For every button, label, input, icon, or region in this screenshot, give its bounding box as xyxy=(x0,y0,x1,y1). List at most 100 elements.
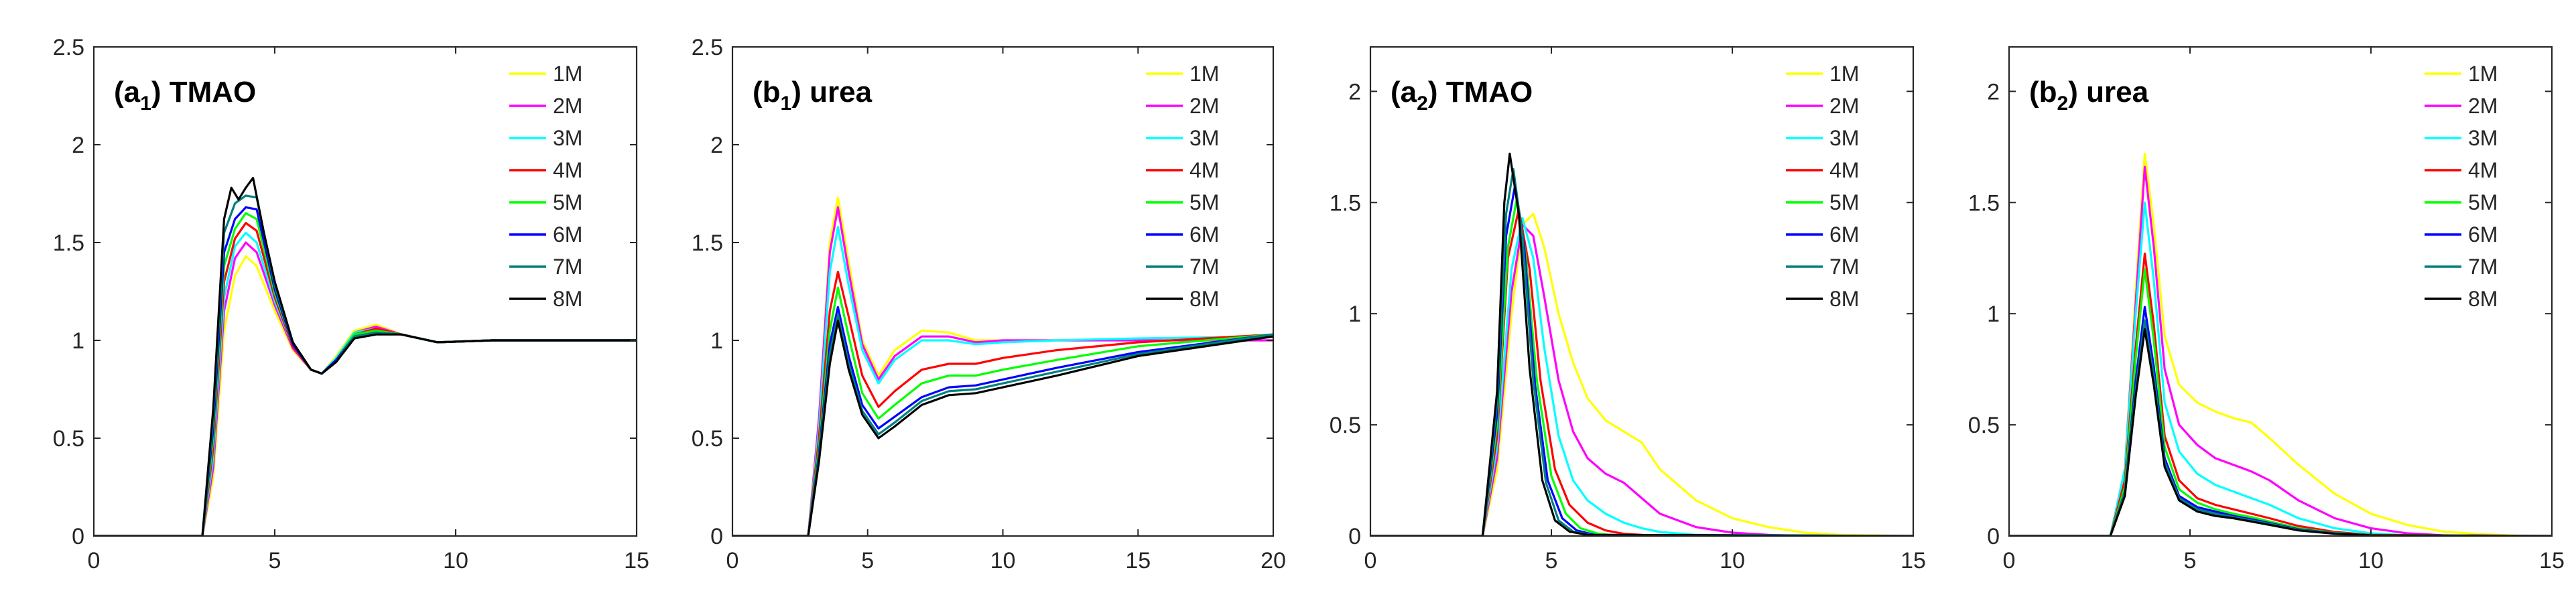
y-tick-label: 2.5 xyxy=(53,35,84,60)
legend-label-1M: 1M xyxy=(553,62,582,86)
series-line-3M xyxy=(732,226,1273,536)
y-tick-label: 1.5 xyxy=(1968,190,2000,216)
legend-label-3M: 3M xyxy=(2468,126,2498,150)
series-lines xyxy=(94,177,637,536)
legend-label-4M: 4M xyxy=(1829,158,1859,182)
y-tick-label: 0 xyxy=(1348,524,1361,549)
legend-label-3M: 3M xyxy=(1189,126,1219,150)
legend-label-5M: 5M xyxy=(2468,190,2498,214)
axes-frame xyxy=(2008,46,2553,537)
series-line-8M xyxy=(94,177,637,536)
legend-label-6M: 6M xyxy=(1829,222,1859,247)
legend-label-8M: 8M xyxy=(553,287,582,311)
y-tick-label: 1.5 xyxy=(692,230,723,256)
y-tick-label: 0.5 xyxy=(1968,413,2000,438)
chart-panel-3: 0 5 10 15 0 0.5 1 1.5 2 (b2) urea 1M 2M 3M 4M 5M 6M 7M 8M xyxy=(1968,46,2565,574)
y-tick-label: 0 xyxy=(1987,524,2000,549)
x-tick-label: 5 xyxy=(861,548,874,574)
x-tick-label: 5 xyxy=(2184,548,2197,574)
legend-label-4M: 4M xyxy=(2468,158,2498,182)
y-tick-label: 0 xyxy=(72,524,84,549)
panel-title: (b2) urea xyxy=(2029,76,2149,115)
legend-label-7M: 7M xyxy=(2468,255,2498,279)
y-tick-label: 1 xyxy=(72,328,84,354)
series-line-8M xyxy=(732,320,1273,536)
legend-label-2M: 2M xyxy=(1829,94,1859,118)
legend-label-7M: 7M xyxy=(553,255,582,279)
legend-label-7M: 7M xyxy=(1829,255,1859,279)
legend: 1M 2M 3M 4M 5M 6M 7M 8M xyxy=(509,62,582,311)
legend-label-4M: 4M xyxy=(553,158,582,182)
legend-label-6M: 6M xyxy=(1189,222,1219,247)
series-line-1M xyxy=(1370,212,1913,536)
x-tick-label: 15 xyxy=(624,548,649,574)
legend-label-5M: 5M xyxy=(553,190,582,214)
axes-frame xyxy=(92,46,638,537)
legend-label-3M: 3M xyxy=(553,126,582,150)
panel-title: (a2) TMAO xyxy=(1391,76,1533,115)
y-tick-label: 0.5 xyxy=(53,426,84,452)
legend-label-1M: 1M xyxy=(2468,62,2498,86)
y-tick-label: 2 xyxy=(710,133,723,158)
legend-label-1M: 1M xyxy=(1189,62,1219,86)
panel-title: (b1) urea xyxy=(753,76,873,115)
x-tick-label: 0 xyxy=(1364,548,1377,574)
x-tick-label: 10 xyxy=(2358,548,2384,574)
series-line-3M xyxy=(1370,216,1913,536)
x-tick-label: 10 xyxy=(990,548,1016,574)
axes-frame xyxy=(1369,46,1915,537)
legend-label-8M: 8M xyxy=(1189,287,1219,311)
chart-panel-2: 0 5 10 15 0 0.5 1 1.5 2 (a2) TMAO 1M 2M 3M 4M 5M 6M 7M 8M xyxy=(1330,46,1926,574)
y-tick-label: 1.5 xyxy=(1330,190,1361,216)
series-lines xyxy=(2009,152,2552,536)
series-line-6M xyxy=(2009,306,2552,536)
legend-label-6M: 6M xyxy=(553,222,582,247)
series-lines xyxy=(732,196,1273,536)
panel-title: (a1) TMAO xyxy=(114,76,256,115)
legend: 1M 2M 3M 4M 5M 6M 7M 8M xyxy=(2425,62,2498,311)
y-tick-label: 2 xyxy=(1348,79,1361,105)
x-tick-label: 15 xyxy=(2539,548,2565,574)
x-tick-label: 20 xyxy=(1261,548,1286,574)
legend-label-2M: 2M xyxy=(2468,94,2498,118)
chart-panel-1: 0 5 10 15 20 0 0.5 1 1.5 2 2.5 (b1) urea 1M 2M 3M 4M 5M 6… xyxy=(692,35,1286,574)
series-line-7M xyxy=(94,194,637,536)
y-tick-label: 1 xyxy=(1987,302,2000,327)
series-lines xyxy=(1370,152,1913,536)
legend-label-2M: 2M xyxy=(1189,94,1219,118)
x-tick-label: 10 xyxy=(1720,548,1745,574)
legend-label-3M: 3M xyxy=(1829,126,1859,150)
x-tick-label: 5 xyxy=(269,548,281,574)
x-tick-label: 10 xyxy=(443,548,468,574)
y-tick-label: 2 xyxy=(1987,79,2000,105)
x-tick-label: 15 xyxy=(1125,548,1151,574)
legend-label-5M: 5M xyxy=(1829,190,1859,214)
y-tick-label: 0.5 xyxy=(1330,413,1361,438)
series-line-8M xyxy=(2009,328,2552,536)
x-tick-label: 5 xyxy=(1545,548,1558,574)
y-tick-label: 1 xyxy=(1348,302,1361,327)
series-line-5M xyxy=(1370,197,1913,536)
y-tick-label: 0 xyxy=(710,524,723,549)
legend-label-5M: 5M xyxy=(1189,190,1219,214)
y-tick-label: 2 xyxy=(72,133,84,158)
x-tick-label: 0 xyxy=(88,548,101,574)
legend-label-1M: 1M xyxy=(1829,62,1859,86)
series-line-4M xyxy=(732,271,1273,536)
series-line-3M xyxy=(2009,201,2552,536)
legend: 1M 2M 3M 4M 5M 6M 7M 8M xyxy=(1146,62,1219,311)
legend-label-6M: 6M xyxy=(2468,222,2498,247)
legend-label-4M: 4M xyxy=(1189,158,1219,182)
y-tick-label: 1 xyxy=(710,328,723,354)
legend: 1M 2M 3M 4M 5M 6M 7M 8M xyxy=(1786,62,1859,311)
y-tick-label: 1.5 xyxy=(53,230,84,256)
x-tick-label: 15 xyxy=(1901,548,1926,574)
legend-label-2M: 2M xyxy=(553,94,582,118)
legend-label-8M: 8M xyxy=(2468,287,2498,311)
chart-panel-0: 0 5 10 15 0 0.5 1 1.5 2 2.5 (a1) TMAO 1M 2M 3M 4M 5M 6M 7… xyxy=(53,35,649,574)
series-line-8M xyxy=(1370,152,1913,536)
y-tick-label: 2.5 xyxy=(692,35,723,60)
legend-label-8M: 8M xyxy=(1829,287,1859,311)
x-tick-label: 0 xyxy=(726,548,739,574)
